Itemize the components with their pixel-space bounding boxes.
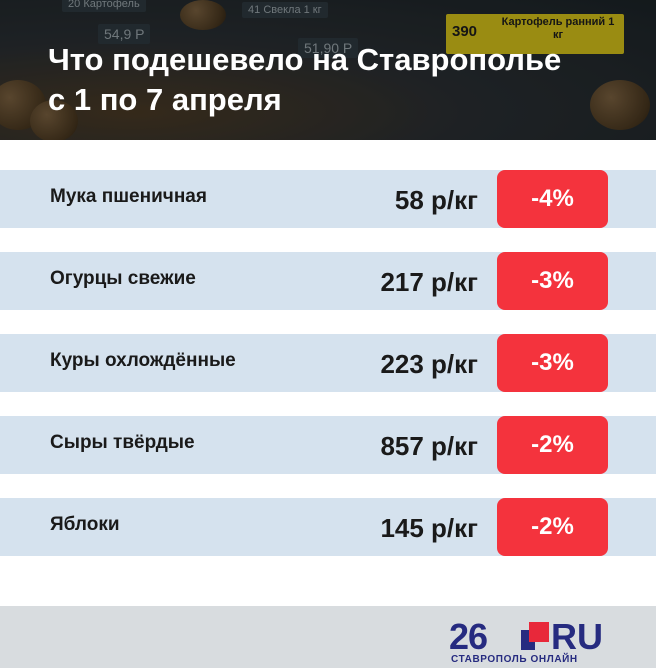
list-item: Яблоки 145 р/кг -2% [0,498,656,556]
change-badge: -3% [497,334,608,392]
product-price: 145 р/кг [380,513,478,543]
potato-image [0,80,46,130]
logo-domain: RU [551,616,603,657]
logo-mark-icon [521,622,549,650]
product-price: 223 р/кг [380,349,478,379]
header-photo-banner: 20 Картофель 41 Свекла 1 кг 54,9 Р 51,90… [0,0,656,140]
site-logo[interactable]: 26 RU СТАВРОПОЛЬ ОНЛАЙН [449,616,609,665]
product-price: 217 р/кг [380,267,478,297]
product-name: Сыры твёрдые [50,432,195,453]
change-badge: -3% [497,252,608,310]
product-name: Мука пшеничная [50,186,207,207]
page-title: Что подешевело на Ставрополье с 1 по 7 а… [48,40,628,120]
logo-subtitle: СТАВРОПОЛЬ ОНЛАЙН [451,654,578,665]
change-badge: -2% [497,498,608,556]
list-item: Куры охлождённые 223 р/кг -3% [0,334,656,392]
product-name: Огурцы свежие [50,268,196,289]
price-tag: 20 Картофель [62,0,146,12]
product-name: Яблоки [50,514,120,535]
list-item: Мука пшеничная 58 р/кг -4% [0,170,656,228]
footer: 26 RU СТАВРОПОЛЬ ОНЛАЙН [0,606,656,668]
price-tag: 41 Свекла 1 кг [242,2,328,18]
product-name: Куры охлождённые [50,350,236,371]
list-item: Огурцы свежие 217 р/кг -3% [0,252,656,310]
potato-image [180,0,226,30]
product-price: 857 р/кг [380,431,478,461]
logo-number: 26 [449,616,488,657]
yellow-tag-label: Картофель ранний 1 кг [501,16,615,41]
product-price: 58 р/кг [394,185,478,215]
list-item: Сыры твёрдые 857 р/кг -2% [0,416,656,474]
yellow-tag-number: 390 [452,23,478,40]
change-badge: -2% [497,416,608,474]
title-line-1: Что подешевело на Ставрополье [48,42,562,77]
title-line-2: с 1 по 7 апреля [48,82,282,117]
change-badge: -4% [497,170,608,228]
